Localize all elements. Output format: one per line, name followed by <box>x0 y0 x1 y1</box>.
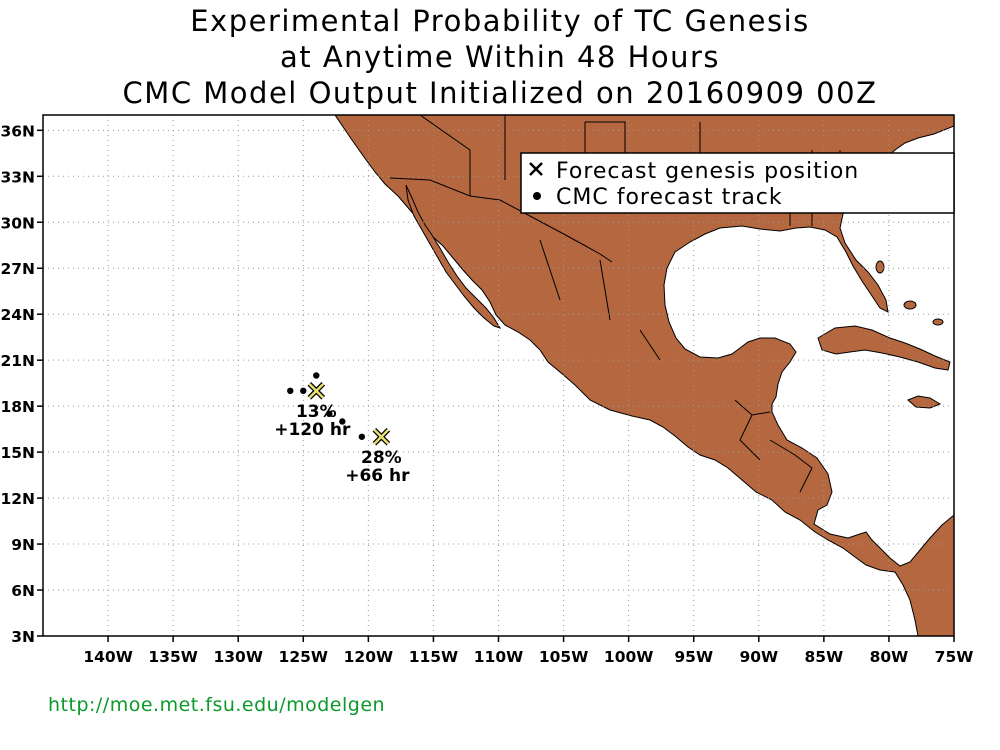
tick-label-lon: 120W <box>344 648 393 666</box>
tick-label-lon: 80W <box>870 648 909 666</box>
track-point <box>313 372 320 379</box>
genesis-x-icon <box>308 382 325 399</box>
track-point <box>300 387 307 395</box>
genesis-marker: 28%+66 hr <box>345 428 410 486</box>
legend-dot-icon <box>533 192 541 200</box>
tick-label-lat: 36N <box>0 122 35 140</box>
tick-label-lon: 75W <box>935 648 974 666</box>
north-america-landmass <box>334 115 954 636</box>
genesis-lead-time: +120 hr <box>274 420 351 440</box>
cuba <box>817 325 951 371</box>
genesis-lead-time: +66 hr <box>345 466 410 486</box>
legend-label-genesis: Forecast genesis position <box>556 159 859 184</box>
tick-label-lon: 140W <box>83 648 132 666</box>
tick-label-lon: 105W <box>539 648 588 666</box>
forecast-track <box>287 372 366 440</box>
genesis-marker: 13%+120 hr <box>274 382 351 440</box>
tick-label-lat: 15N <box>0 444 35 462</box>
political-borders <box>389 115 841 493</box>
track-point <box>339 418 346 425</box>
tick-label-lon: 90W <box>739 648 778 666</box>
title-line-3: CMC Model Output Initialized on 20160909… <box>122 76 878 110</box>
tick-label-lat: 12N <box>0 490 35 508</box>
tick-label-lon: 100W <box>604 648 653 666</box>
track-point <box>326 410 333 418</box>
tick-label-lat: 9N <box>11 536 35 554</box>
tick-label-lon: 85W <box>805 648 844 666</box>
genesis-probability: 28% <box>361 448 402 468</box>
legend-x-icon <box>529 162 543 176</box>
tick-label-lon: 115W <box>409 648 458 666</box>
tick-label-lat: 3N <box>11 628 35 646</box>
genesis-x-icon <box>373 428 390 445</box>
title-line-1: Experimental Probability of TC Genesis <box>190 4 810 38</box>
genesis-probability: 13% <box>296 402 337 422</box>
tick-label-lon: 130W <box>213 648 262 666</box>
title-line-2: at Anytime Within 48 Hours <box>279 40 721 74</box>
tick-label-lat: 27N <box>0 260 35 278</box>
baja-california <box>405 184 502 329</box>
tick-label-lon: 125W <box>279 648 328 666</box>
tick-label-lat: 30N <box>0 214 35 232</box>
legend-box <box>520 152 955 214</box>
track-point <box>287 387 294 395</box>
bahamas-island <box>903 300 917 310</box>
footer-url[interactable]: http://moe.met.fsu.edu/modelgen <box>48 694 386 716</box>
legend-label-track: CMC forecast track <box>556 185 783 210</box>
tick-label-lon: 135W <box>148 648 197 666</box>
tick-label-lat: 21N <box>0 352 35 370</box>
tick-label-lon: 110W <box>474 648 523 666</box>
tick-label-lat: 24N <box>0 306 35 324</box>
florida-keys <box>875 260 885 274</box>
bahamas-island <box>932 318 944 326</box>
legend: Forecast genesis position CMC forecast t… <box>520 152 955 214</box>
tick-label-lon: 95W <box>674 648 713 666</box>
jamaica <box>907 395 942 409</box>
tick-label-lat: 18N <box>0 398 35 416</box>
axis-ticks: 140W 135W 130W 125W 120W 115W 110W 105W 100W 95W 9… <box>0 122 973 666</box>
track-point <box>358 433 366 440</box>
tick-label-lat: 33N <box>0 168 35 186</box>
tick-label-lat: 6N <box>11 582 35 600</box>
land-layer <box>334 115 954 636</box>
